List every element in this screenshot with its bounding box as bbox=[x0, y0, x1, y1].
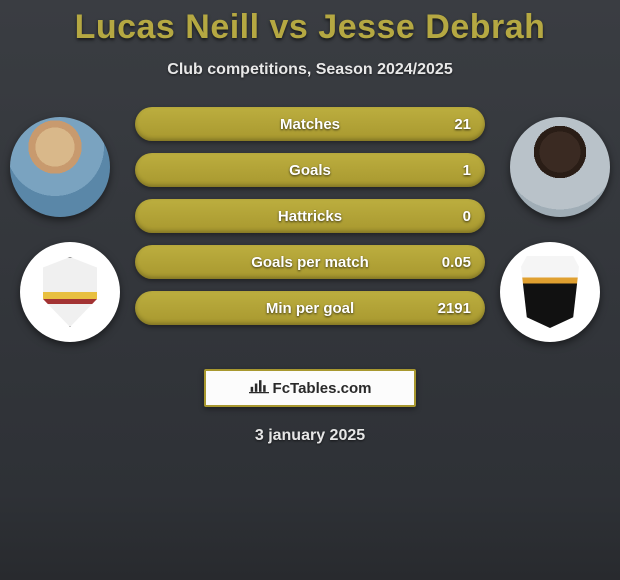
stat-row-goals-per-match: Goals per match 0.05 bbox=[135, 245, 485, 279]
stat-bars: Matches 21 Goals 1 Hattricks 0 Goals per… bbox=[135, 107, 485, 337]
stat-label: Hattricks bbox=[278, 208, 342, 225]
site-label: FcTables.com bbox=[273, 380, 372, 397]
stat-row-goals: Goals 1 bbox=[135, 153, 485, 187]
shield-icon bbox=[40, 257, 100, 327]
page-title: Lucas Neill vs Jesse Debrah bbox=[0, 0, 620, 47]
stat-right-value: 2191 bbox=[438, 300, 471, 317]
stat-label: Matches bbox=[280, 116, 340, 133]
subtitle: Club competitions, Season 2024/2025 bbox=[0, 61, 620, 79]
stat-label: Goals bbox=[289, 162, 331, 179]
stat-right-value: 0 bbox=[463, 208, 471, 225]
stat-right-value: 1 bbox=[463, 162, 471, 179]
site-badge[interactable]: FcTables.com bbox=[204, 369, 416, 407]
stat-label: Min per goal bbox=[266, 300, 354, 317]
club-left-badge bbox=[20, 242, 120, 342]
stat-right-value: 0.05 bbox=[442, 254, 471, 271]
player-right-avatar bbox=[510, 117, 610, 217]
club-right-badge bbox=[500, 242, 600, 342]
stat-right-value: 21 bbox=[454, 116, 471, 133]
stats-area: Matches 21 Goals 1 Hattricks 0 Goals per… bbox=[0, 107, 620, 357]
stat-label: Goals per match bbox=[251, 254, 369, 271]
shield-icon bbox=[521, 256, 579, 328]
stat-row-hattricks: Hattricks 0 bbox=[135, 199, 485, 233]
date-text: 3 january 2025 bbox=[0, 427, 620, 445]
stat-row-min-per-goal: Min per goal 2191 bbox=[135, 291, 485, 325]
bar-chart-icon bbox=[249, 378, 269, 398]
stat-row-matches: Matches 21 bbox=[135, 107, 485, 141]
player-left-avatar bbox=[10, 117, 110, 217]
